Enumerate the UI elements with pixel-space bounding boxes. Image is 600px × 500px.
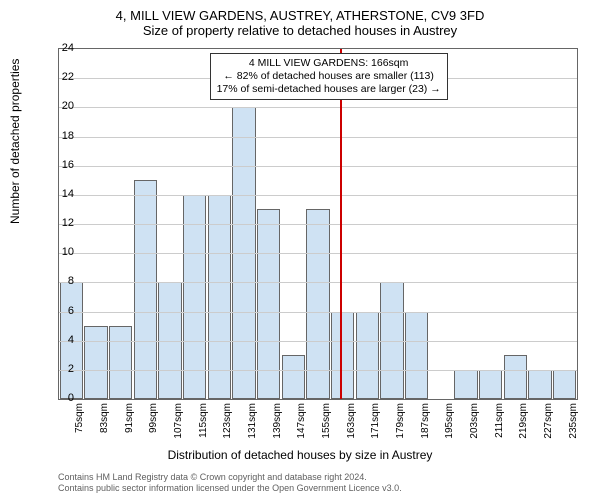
y-tick-label: 22 bbox=[62, 71, 74, 83]
x-tick-label: 91sqm bbox=[124, 403, 135, 433]
title-subtitle: Size of property relative to detached ho… bbox=[0, 23, 600, 42]
y-tick-label: 10 bbox=[62, 246, 74, 258]
y-tick-label: 6 bbox=[68, 305, 74, 317]
copyright-line2: Contains public sector information licen… bbox=[58, 483, 402, 494]
bar bbox=[504, 355, 527, 399]
gridline bbox=[59, 137, 577, 138]
x-tick-label: 115sqm bbox=[198, 403, 209, 438]
y-tick-label: 12 bbox=[62, 217, 74, 229]
bar bbox=[282, 355, 305, 399]
x-tick-label: 155sqm bbox=[321, 403, 332, 439]
gridline bbox=[59, 166, 577, 167]
x-tick-label: 139sqm bbox=[272, 403, 283, 439]
x-tick-label: 99sqm bbox=[148, 403, 159, 433]
x-tick-label: 147sqm bbox=[296, 403, 307, 439]
y-axis-label: Number of detached properties bbox=[8, 59, 22, 224]
x-tick-label: 75sqm bbox=[74, 403, 85, 433]
bar bbox=[84, 326, 107, 399]
info-box: 4 MILL VIEW GARDENS: 166sqm ← 82% of det… bbox=[210, 53, 448, 100]
x-tick-label: 123sqm bbox=[222, 403, 233, 439]
gridline bbox=[59, 370, 577, 371]
y-tick-label: 8 bbox=[68, 275, 74, 287]
bar bbox=[134, 180, 157, 399]
gridline bbox=[59, 195, 577, 196]
bar bbox=[553, 370, 576, 399]
gridline bbox=[59, 107, 577, 108]
infobox-line3: 17% of semi-detached houses are larger (… bbox=[217, 83, 441, 96]
bar bbox=[183, 195, 206, 399]
y-tick-label: 16 bbox=[62, 159, 74, 171]
y-tick-label: 24 bbox=[62, 42, 74, 54]
bar bbox=[331, 312, 354, 400]
bar bbox=[454, 370, 477, 399]
bar bbox=[208, 195, 231, 399]
copyright-line1: Contains HM Land Registry data © Crown c… bbox=[58, 472, 402, 483]
y-tick-label: 2 bbox=[68, 363, 74, 375]
gridline bbox=[59, 253, 577, 254]
chart-plot-area: 4 MILL VIEW GARDENS: 166sqm ← 82% of det… bbox=[58, 48, 578, 400]
x-tick-label: 235sqm bbox=[568, 403, 579, 439]
bar bbox=[405, 312, 428, 400]
x-tick-label: 171sqm bbox=[370, 403, 381, 439]
bar bbox=[528, 370, 551, 399]
x-tick-label: 83sqm bbox=[99, 403, 110, 433]
title-address: 4, MILL VIEW GARDENS, AUSTREY, ATHERSTON… bbox=[0, 0, 600, 23]
bar bbox=[109, 326, 132, 399]
y-tick-label: 4 bbox=[68, 334, 74, 346]
infobox-line2: ← 82% of detached houses are smaller (11… bbox=[217, 70, 441, 83]
x-tick-label: 179sqm bbox=[395, 403, 406, 439]
x-tick-label: 195sqm bbox=[444, 403, 455, 439]
bar bbox=[356, 312, 379, 400]
gridline bbox=[59, 224, 577, 225]
x-tick-label: 227sqm bbox=[543, 403, 554, 439]
copyright-text: Contains HM Land Registry data © Crown c… bbox=[58, 472, 402, 494]
gridline bbox=[59, 312, 577, 313]
x-tick-label: 163sqm bbox=[346, 403, 357, 439]
x-tick-label: 219sqm bbox=[518, 403, 529, 439]
reference-line bbox=[340, 49, 342, 399]
x-tick-label: 107sqm bbox=[173, 403, 184, 439]
x-axis-label: Distribution of detached houses by size … bbox=[0, 448, 600, 462]
y-tick-label: 20 bbox=[62, 100, 74, 112]
y-tick-label: 18 bbox=[62, 130, 74, 142]
gridline bbox=[59, 282, 577, 283]
x-tick-label: 203sqm bbox=[469, 403, 480, 439]
gridline bbox=[59, 341, 577, 342]
infobox-line1: 4 MILL VIEW GARDENS: 166sqm bbox=[217, 57, 441, 70]
x-tick-label: 131sqm bbox=[247, 403, 258, 439]
y-tick-label: 14 bbox=[62, 188, 74, 200]
bar bbox=[479, 370, 502, 399]
x-tick-label: 211sqm bbox=[494, 403, 505, 438]
x-tick-label: 187sqm bbox=[420, 403, 431, 439]
